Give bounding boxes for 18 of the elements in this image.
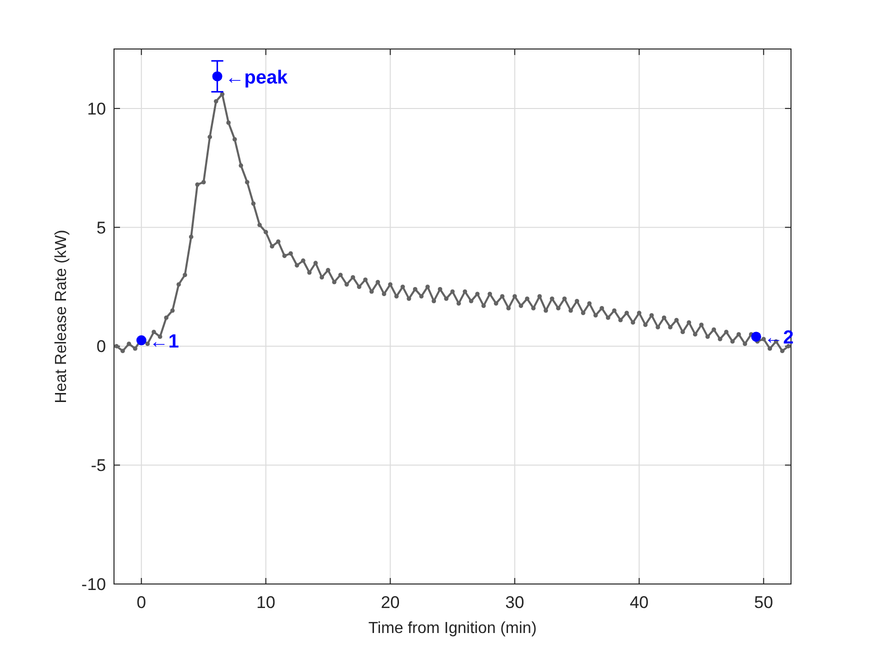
point xyxy=(136,335,146,346)
y-tick-label: 10 xyxy=(87,99,106,118)
point xyxy=(751,332,762,342)
x-tick-label: 20 xyxy=(380,593,400,612)
x-tick-label: 50 xyxy=(754,593,774,612)
y-tick-label: -5 xyxy=(90,456,106,476)
y-tick-label: 5 xyxy=(96,218,106,238)
x-tick-label: 30 xyxy=(505,593,524,612)
x-tick-label: 0 xyxy=(136,593,146,612)
point xyxy=(212,71,222,82)
annotation: ←1 xyxy=(149,331,180,352)
x-tick-label: 10 xyxy=(256,593,276,612)
y-tick-label: 0 xyxy=(96,337,106,356)
y-axis-title: Heat Release Rate (kW) xyxy=(53,230,70,404)
x-axis-title: Time from Ignition (min) xyxy=(368,620,537,637)
x-tick-label: 40 xyxy=(630,593,649,612)
y-tick-label: -10 xyxy=(81,575,106,594)
annotation: ←peak xyxy=(225,67,288,88)
